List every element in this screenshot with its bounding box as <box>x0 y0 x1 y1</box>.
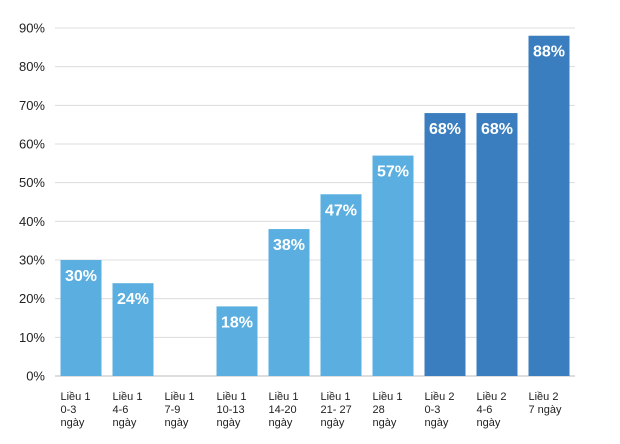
bar <box>216 306 258 376</box>
bar <box>528 35 570 376</box>
bar <box>372 155 414 376</box>
bar <box>60 260 102 376</box>
y-tick-label: 40% <box>19 214 45 229</box>
y-tick-label: 50% <box>19 175 45 190</box>
y-tick-label: 80% <box>19 59 45 74</box>
bar-value-label: 30% <box>65 268 97 285</box>
y-tick-label: 90% <box>19 21 45 36</box>
bar-value-label: 24% <box>117 291 149 308</box>
bars <box>60 35 570 377</box>
x-category-label: Liều 1 21- 27 ngày <box>321 391 352 429</box>
y-tick-label: 10% <box>19 330 45 345</box>
y-tick-label: 30% <box>19 253 45 268</box>
bar-value-label: 38% <box>273 237 305 254</box>
y-tick-label: 0% <box>26 369 45 384</box>
x-category-label: Liều 1 14-20 ngày <box>269 391 299 429</box>
x-category-label: Liều 2 0-3 ngày <box>425 391 455 429</box>
bar <box>476 113 518 377</box>
y-tick-label: 20% <box>19 291 45 306</box>
bar <box>424 113 466 377</box>
bar-value-label: 68% <box>481 121 513 138</box>
x-category-label: Liều 1 4-6 ngày <box>113 391 143 429</box>
y-axis-ticks: 0% 10% 20% 30% 40% 50% 60% 70% 80% 90% <box>19 21 45 384</box>
bar-value-label: 88% <box>533 44 565 61</box>
bar <box>268 229 310 376</box>
x-category-label: Liều 1 7-9 ngày <box>165 391 195 429</box>
x-category-label: Liều 1 28 ngày <box>373 391 403 429</box>
bar-value-label: 47% <box>325 202 357 219</box>
x-category-label: Liều 1 10-13 ngày <box>217 391 247 429</box>
y-tick-label: 60% <box>19 137 45 152</box>
y-tick-label: 70% <box>19 98 45 113</box>
bar <box>320 194 362 376</box>
bar <box>112 283 154 376</box>
x-category-label: Liều 1 0-3 ngày <box>61 391 91 429</box>
bar-value-label: 57% <box>377 164 409 181</box>
x-category-label: Liều 2 4-6 ngày <box>477 391 507 429</box>
x-axis-categories: Liều 1 0-3 ngày Liều 1 4-6 ngày Liều 1 7-9 ngày L… <box>61 391 563 429</box>
bar-value-label: 68% <box>429 121 461 138</box>
bar-value-labels: 30% 24% 18% 38% 47% 57% 68% 68% 88% <box>65 44 565 332</box>
bar-value-label: 18% <box>221 314 253 331</box>
